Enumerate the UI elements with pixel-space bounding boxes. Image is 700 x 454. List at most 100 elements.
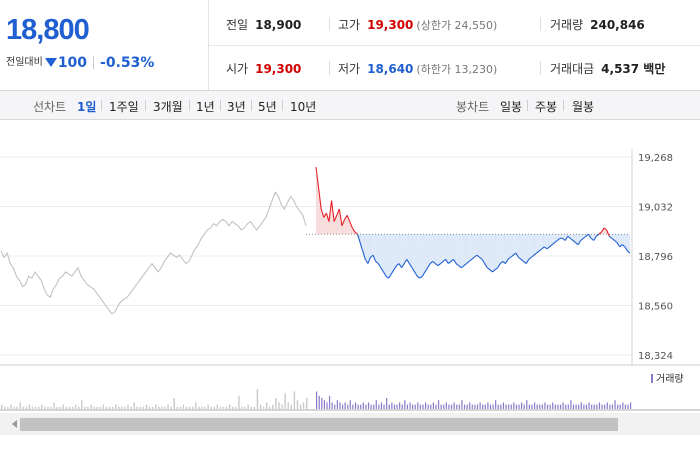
today-price-segment (486, 267, 491, 271)
today-volume-bar (526, 400, 528, 409)
area-fill-segment (373, 234, 376, 262)
previous-day-volume-bar (74, 404, 77, 409)
area-fill-segment (476, 234, 480, 258)
today-price-segment (484, 263, 488, 269)
candle-chart-label: 봉차트 (456, 100, 490, 114)
today-volume-bar (546, 404, 549, 409)
previous-day-volume-bar (241, 406, 243, 409)
area-fill-segment (453, 234, 457, 264)
today-price-segment (429, 261, 434, 264)
today-price-segment (388, 273, 392, 279)
area-fill-segment (570, 234, 573, 241)
previous-day-volume-bar (65, 406, 68, 409)
previous-day-volume-bar (53, 402, 55, 409)
previous-day-volume-bar (136, 406, 138, 409)
area-fill-segment (347, 215, 350, 235)
previous-day-volume-bar (296, 400, 299, 409)
tab-5y[interactable]: 5년 (258, 100, 277, 114)
tab-divider (251, 100, 252, 111)
previous-day-volume-bar (87, 406, 89, 409)
today-price-segment (380, 267, 384, 273)
low-value: 18,640 (367, 62, 414, 76)
today-volume-bar (344, 402, 346, 409)
scroll-left-arrow-icon[interactable] (12, 420, 17, 428)
today-volume-bar (604, 404, 606, 409)
volume-cell: 거래량 240,846 (550, 16, 645, 33)
area-fill-segment (349, 221, 353, 235)
price-chart: 19,268 19,032 18,796 18,560 18,324 거래량 (0, 120, 700, 450)
today-volume-bar (544, 402, 546, 409)
area-fill-segment (360, 234, 363, 251)
today-price-segment (608, 235, 613, 239)
horizontal-scrollbar[interactable] (0, 413, 700, 435)
previous-day-volume-bar (287, 402, 289, 409)
today-price-segment (398, 263, 403, 269)
tab-divider (527, 100, 528, 111)
area-fill-segment (544, 234, 547, 249)
today-volume-bar (539, 404, 541, 409)
area-fill-segment (591, 234, 594, 241)
today-price-segment (435, 263, 439, 267)
area-fill-segment (552, 234, 555, 245)
tab-1w[interactable]: 1주일 (109, 100, 139, 114)
area-fill-segment (471, 234, 475, 260)
area-fill-segment (575, 234, 579, 245)
area-fill-segment (487, 234, 490, 270)
area-fill-segment (427, 234, 431, 268)
tab-1y[interactable]: 1년 (196, 100, 215, 114)
y-tick-label: 19,268 (638, 153, 673, 164)
today-volume-bar (388, 404, 390, 409)
today-price-segment (481, 259, 486, 264)
tab-daily-candle[interactable]: 일봉 (500, 100, 523, 114)
today-price-segment (603, 227, 607, 231)
today-volume-bar (624, 404, 627, 409)
today-volume-bar (500, 404, 502, 409)
today-volume-bar (318, 395, 320, 409)
previous-day-volume-bar (31, 406, 34, 409)
previous-day-volume-bar (127, 404, 129, 409)
today-price-segment (328, 200, 333, 222)
area-fill-segment (533, 234, 537, 256)
area-fill-segment (580, 234, 584, 241)
tab-10y[interactable]: 10년 (290, 100, 317, 114)
previous-day-volume-bar (47, 406, 49, 409)
previous-day-line (0, 191, 307, 315)
tab-monthly-candle[interactable]: 월봉 (572, 100, 595, 114)
area-fill-segment (370, 234, 374, 258)
today-price-segment (523, 261, 527, 264)
today-volume-bar (552, 402, 554, 409)
tab-1d[interactable]: 1일 (77, 100, 97, 114)
low-cell: 저가 18,640 (하한가 13,230) (338, 60, 497, 77)
previous-day-volume-bar (151, 406, 154, 409)
today-volume-bar (347, 404, 349, 409)
today-price-segment (544, 246, 548, 250)
high-value: 19,300 (367, 18, 414, 32)
today-price-segment (533, 252, 537, 256)
today-volume-bar (461, 400, 463, 409)
today-price-segment (458, 265, 462, 269)
tab-3y[interactable]: 3년 (227, 100, 246, 114)
tab-weekly-candle[interactable]: 주봉 (535, 100, 558, 114)
today-volume-bar (386, 398, 388, 409)
scrollbar-thumb[interactable] (20, 418, 618, 431)
today-volume-bar (596, 404, 598, 409)
area-fill-segment (539, 234, 542, 251)
today-volume-bar (523, 404, 525, 409)
today-price-segment (590, 237, 595, 241)
today-price-segment (569, 237, 574, 241)
area-fill-segment (458, 234, 462, 268)
today-volume-bar (471, 404, 473, 409)
area-fill-segment (624, 234, 628, 251)
today-price-segment (497, 263, 501, 269)
y-tick-label: 18,796 (638, 252, 673, 263)
today-price-segment (442, 258, 447, 262)
today-price-segment (614, 240, 618, 244)
amount-label: 거래대금 (550, 62, 595, 76)
today-volume-bar (510, 404, 512, 409)
tab-3m[interactable]: 3개월 (153, 100, 183, 114)
today-price-segment (616, 242, 621, 248)
area-fill-segment (391, 234, 394, 275)
tab-divider (101, 100, 102, 111)
today-price-segment (468, 258, 473, 262)
area-fill-segment (445, 234, 449, 264)
